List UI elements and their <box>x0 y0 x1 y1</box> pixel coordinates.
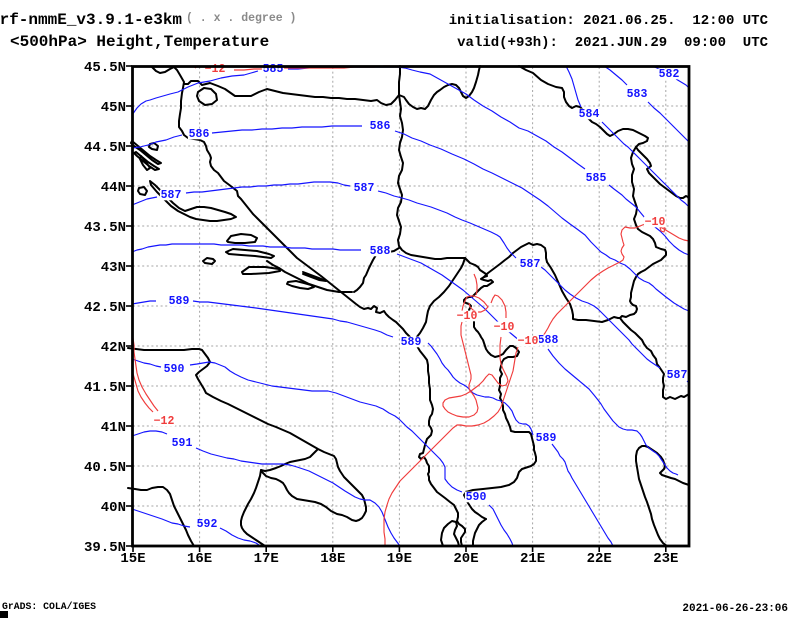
svg-text:41N: 41N <box>101 420 126 436</box>
svg-text:21E: 21E <box>520 551 545 567</box>
svg-text:( . x . degree ): ( . x . degree ) <box>186 12 296 25</box>
svg-text:−10: −10 <box>457 310 478 323</box>
svg-text:valid(+93h): 2021.JUN.29 09:: valid(+93h): 2021.JUN.29 09:00 UTC <box>457 35 768 51</box>
svg-text:−12: −12 <box>205 63 226 76</box>
svg-text:19E: 19E <box>387 551 412 567</box>
svg-text:45.5N: 45.5N <box>84 60 126 76</box>
svg-text:45N: 45N <box>101 100 126 116</box>
svg-text:585: 585 <box>586 172 607 185</box>
svg-text:587: 587 <box>667 369 688 382</box>
svg-text:16E: 16E <box>187 551 212 567</box>
svg-text:2021-06-26-23:06: 2021-06-26-23:06 <box>682 603 788 615</box>
svg-text:588: 588 <box>370 245 391 258</box>
svg-text:initialisation: 2021.06.25. 1: initialisation: 2021.06.25. 12:00 UTC <box>449 13 769 29</box>
svg-text:−10: −10 <box>494 321 515 334</box>
svg-text:584: 584 <box>579 108 600 121</box>
svg-text:591: 591 <box>172 437 193 450</box>
svg-text:586: 586 <box>189 128 210 141</box>
svg-text:590: 590 <box>466 491 487 504</box>
svg-text:−10: −10 <box>645 216 666 229</box>
svg-text:590: 590 <box>164 363 185 376</box>
svg-text:GrADS: COLA/IGES: GrADS: COLA/IGES <box>2 601 96 612</box>
svg-text:44N: 44N <box>101 180 126 196</box>
svg-text:17E: 17E <box>254 551 279 567</box>
svg-text:40N: 40N <box>101 500 126 516</box>
svg-text:588: 588 <box>538 334 559 347</box>
svg-text:39.5N: 39.5N <box>84 540 126 556</box>
svg-text:589: 589 <box>536 432 557 445</box>
svg-text:582: 582 <box>659 68 680 81</box>
svg-text:586: 586 <box>370 120 391 133</box>
svg-text:41.5N: 41.5N <box>84 380 126 396</box>
svg-text:40.5N: 40.5N <box>84 460 126 476</box>
svg-text:585: 585 <box>263 63 284 76</box>
svg-text:18E: 18E <box>320 551 345 567</box>
svg-text:587: 587 <box>520 258 541 271</box>
svg-text:42.5N: 42.5N <box>84 300 126 316</box>
svg-text:583: 583 <box>627 88 648 101</box>
svg-text:<500hPa> Height,Temperature: <500hPa> Height,Temperature <box>10 33 269 51</box>
svg-text:43.5N: 43.5N <box>84 220 126 236</box>
svg-text:23E: 23E <box>653 551 678 567</box>
svg-text:−10: −10 <box>518 335 539 348</box>
svg-text:−12: −12 <box>154 415 175 428</box>
svg-text:44.5N: 44.5N <box>84 140 126 156</box>
svg-text:22E: 22E <box>587 551 612 567</box>
svg-text:589: 589 <box>401 336 422 349</box>
svg-text:592: 592 <box>197 518 218 531</box>
svg-text:587: 587 <box>354 182 375 195</box>
svg-text:15E: 15E <box>120 551 145 567</box>
svg-text:43N: 43N <box>101 260 126 276</box>
svg-text:42N: 42N <box>101 340 126 356</box>
svg-text:587: 587 <box>161 189 182 202</box>
svg-text:wrf-nmmE_v3.9.1-e3km: wrf-nmmE_v3.9.1-e3km <box>0 11 182 29</box>
svg-text:20E: 20E <box>453 551 478 567</box>
svg-text:589: 589 <box>169 295 190 308</box>
